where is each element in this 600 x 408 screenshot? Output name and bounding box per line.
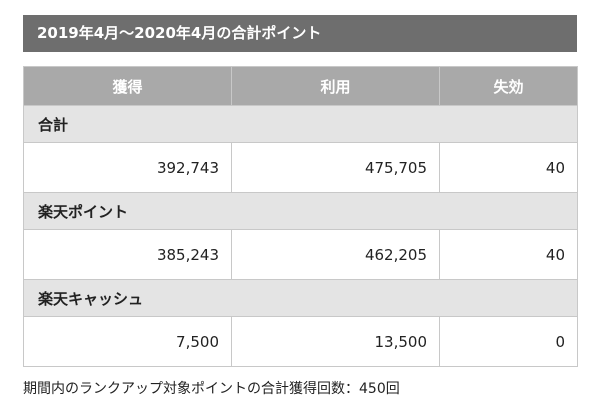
table-row: 392,743 475,705 40 <box>23 142 578 193</box>
earned-value: 385,243 <box>23 229 232 280</box>
used-value: 475,705 <box>231 142 440 193</box>
table-row: 385,243 462,205 40 <box>23 229 578 280</box>
used-value: 13,500 <box>231 316 440 367</box>
page-title: 2019年4月〜2020年4月の合計ポイント <box>23 15 577 52</box>
expired-value: 0 <box>439 316 578 367</box>
section-label-rakuten-cash: 楽天キャッシュ <box>23 279 578 317</box>
section-row-total: 合計 <box>23 105 578 143</box>
used-value: 462,205 <box>231 229 440 280</box>
section-row-rakuten-point: 楽天ポイント <box>23 192 578 230</box>
table-row: 7,500 13,500 0 <box>23 316 578 367</box>
expired-value: 40 <box>439 142 578 193</box>
section-row-rakuten-cash: 楽天キャッシュ <box>23 279 578 317</box>
expired-value: 40 <box>439 229 578 280</box>
earned-value: 7,500 <box>23 316 232 367</box>
column-header-expired: 失効 <box>439 66 578 106</box>
column-header-used: 利用 <box>231 66 440 106</box>
column-header-earned: 獲得 <box>23 66 232 106</box>
section-label-total: 合計 <box>23 105 578 143</box>
rank-up-count-note: 期間内のランクアップ対象ポイントの合計獲得回数：450回 <box>23 381 400 397</box>
earned-value: 392,743 <box>23 142 232 193</box>
points-summary-table: 獲得 利用 失効 合計 392,743 475,705 40 楽天ポイント 38… <box>23 66 578 367</box>
section-label-rakuten-point: 楽天ポイント <box>23 192 578 230</box>
table-header-row: 獲得 利用 失効 <box>23 66 578 106</box>
